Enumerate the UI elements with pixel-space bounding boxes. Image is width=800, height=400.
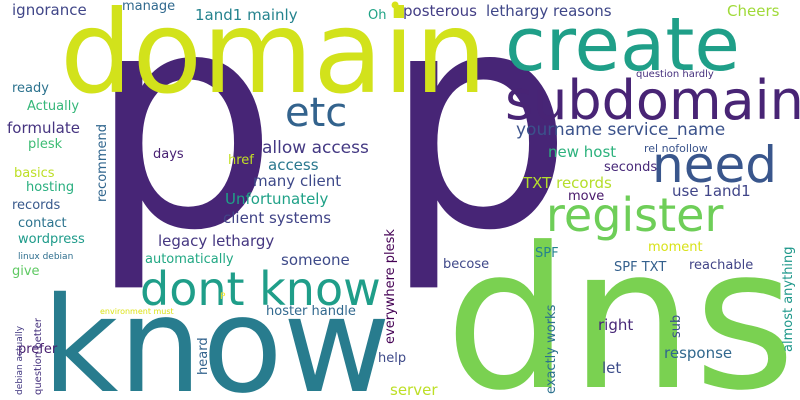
word-response: response <box>664 344 733 362</box>
word-spf-txt: SPF TXT <box>614 260 667 275</box>
word-use-1and1: use 1and1 <box>672 182 751 200</box>
word-dot: • <box>388 0 403 20</box>
word-spf: SPF <box>535 246 559 261</box>
word-create: create <box>505 2 740 88</box>
word-seconds: seconds <box>604 160 658 175</box>
word-linux-debian: linux debian <box>18 252 74 262</box>
word-reachable: reachable <box>689 258 754 273</box>
word-know: know <box>42 269 391 400</box>
word-actually: Actually <box>27 99 80 114</box>
word-unfortunately: Unfortunately <box>225 190 329 208</box>
word-days: days <box>153 147 184 162</box>
word-oh: Oh <box>368 8 387 23</box>
word-etc: etc <box>285 90 348 136</box>
word-sub: sub <box>669 314 684 338</box>
word-help: help <box>378 351 407 366</box>
word-hosting: hosting <box>26 180 75 195</box>
word-need: need <box>652 136 777 194</box>
word-debian-actually: debian actually <box>15 325 25 395</box>
word-dns: dns <box>445 206 796 400</box>
word-p-small: P <box>220 292 226 302</box>
word-manage: manage <box>122 0 176 14</box>
word-posterous: posterous <box>403 2 477 20</box>
word-domain: domain <box>60 0 487 119</box>
word-p-large-left: p <box>88 0 279 296</box>
word-href: href <box>228 153 254 168</box>
word-records: records <box>12 198 61 213</box>
word-hoster-handle: hoster handle <box>266 304 356 319</box>
word-register: register <box>546 188 724 242</box>
word-everywhere-plesk: everywhere plesk <box>383 229 398 344</box>
word-automatically: automatically <box>145 252 234 267</box>
word-server: server <box>390 381 438 399</box>
word-dont-know: dont know <box>140 262 381 316</box>
word-p-large-right: p <box>383 0 574 296</box>
word-exactly-works: exactly works <box>544 304 559 394</box>
word-access: access <box>268 156 319 174</box>
word-lethargy-reasons: lethargy reasons <box>486 2 612 20</box>
word-give: give <box>12 264 40 279</box>
word-plesk: plesk <box>28 137 63 152</box>
word-environment-must: environment must <box>100 307 174 316</box>
word-1and1-mainly: 1and1 mainly <box>195 6 298 24</box>
word-allow-access: allow access <box>262 138 369 158</box>
word-subdomain: subdomain <box>505 69 800 132</box>
word-cheers: Cheers <box>727 2 780 20</box>
word-many-client: many client <box>253 172 342 190</box>
word-recommend: recommend <box>95 124 110 202</box>
word-right: right <box>598 316 634 334</box>
word-let: let <box>602 359 622 377</box>
word-contact: contact <box>18 216 67 231</box>
word-client-systems: client systems <box>223 209 332 227</box>
word-question-hardly: question hardly <box>636 69 714 80</box>
word-prefer: prefer <box>18 342 58 357</box>
word-yourname-service-name: yourname service_name <box>516 120 726 140</box>
word-txt-records: TXT records <box>523 174 612 192</box>
word-legacy-lethargy: legacy lethargy <box>158 232 275 250</box>
word-wordpress: wordpress <box>18 232 85 247</box>
word-moment: moment <box>648 240 703 255</box>
word-question-better: question better <box>33 318 44 395</box>
word-heard: heard <box>196 337 211 375</box>
word-rel-nofollow: rel nofollow <box>644 142 708 155</box>
word-formulate: formulate <box>7 119 80 137</box>
word-someone: someone <box>281 251 350 269</box>
word-new-host: new host <box>548 143 617 161</box>
word-ready: ready <box>12 81 49 96</box>
word-basics: basics <box>14 166 55 181</box>
word-ignorance: ignorance <box>12 1 87 19</box>
word-move: move <box>568 189 605 204</box>
word-almost-anything: almost anything <box>781 246 796 352</box>
word-becose: becose <box>443 257 490 272</box>
